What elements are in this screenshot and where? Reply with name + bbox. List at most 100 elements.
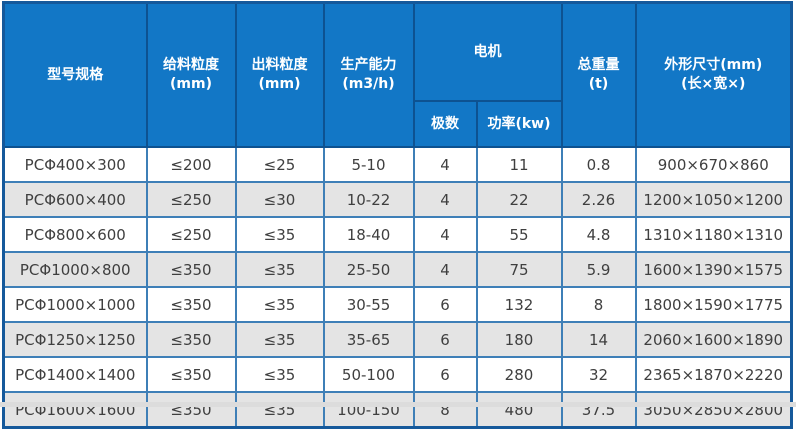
header-poles-label: 极数 [431,115,459,132]
cell-output-size: ≤35 [234,356,325,393]
cell-feed-size: ≤350 [145,391,237,429]
cell-feed-size: ≤350 [145,356,237,393]
cell-model: PCΦ1000×1000 [2,286,148,323]
cell-poles: 4 [412,181,478,218]
cell-feed-size: ≤350 [145,251,237,288]
table-row: PCΦ400×300 ≤200 ≤25 5-10 4 11 0.8 900×67… [2,146,793,183]
header-capacity-unit: (m3/h) [342,76,395,92]
table-row: PCΦ1000×1000 ≤350 ≤35 30-55 6 132 8 1800… [2,286,793,323]
header-power: 功率(kw) [475,100,563,148]
cell-power: 280 [475,356,563,393]
cell-power: 132 [475,286,563,323]
cell-weight: 32 [560,356,637,393]
cell-weight: 5.9 [560,251,637,288]
cell-model: PCΦ800×600 [2,216,148,253]
table-row: PCΦ800×600 ≤250 ≤35 18-40 4 55 4.8 1310×… [2,216,793,253]
cell-capacity: 10-22 [322,181,415,218]
header-output-size: 出料粒度 (mm) [234,1,325,148]
cell-dimensions: 2060×1600×1890 [634,321,793,358]
header-model-label: 型号规格 [47,66,104,83]
cell-capacity: 100-150 [322,391,415,429]
page-bottom-shadow [0,402,796,407]
header-output-size-unit: (mm) [258,76,301,92]
table-row: PCΦ1600×1600 ≤350 ≤35 100-150 8 480 37.5… [2,391,793,429]
cell-poles: 4 [412,146,478,183]
cell-poles: 8 [412,391,478,429]
header-dimensions: 外形尺寸(mm) (长×宽×) [634,1,793,148]
cell-output-size: ≤35 [234,251,325,288]
cell-capacity: 35-65 [322,321,415,358]
cell-capacity: 18-40 [322,216,415,253]
cell-dimensions: 900×670×860 [634,146,793,183]
header-model: 型号规格 [2,1,148,148]
cell-output-size: ≤35 [234,391,325,429]
cell-feed-size: ≤350 [145,321,237,358]
header-poles: 极数 [412,100,478,148]
cell-dimensions: 1800×1590×1775 [634,286,793,323]
cell-power: 55 [475,216,563,253]
cell-power: 11 [475,146,563,183]
cell-power: 75 [475,251,563,288]
header-capacity: 生产能力 (m3/h) [322,1,415,148]
table-body: PCΦ400×300 ≤200 ≤25 5-10 4 11 0.8 900×67… [2,146,793,429]
cell-poles: 6 [412,286,478,323]
cell-capacity: 50-100 [322,356,415,393]
cell-capacity: 5-10 [322,146,415,183]
cell-model: PCΦ1250×1250 [2,321,148,358]
header-dimensions-unit: (长×宽×) [681,76,746,92]
cell-power: 22 [475,181,563,218]
cell-feed-size: ≤200 [145,146,237,183]
header-motor-label: 电机 [473,43,502,60]
cell-model: PCΦ400×300 [2,146,148,183]
header-feed-size-label: 给料粒度 [163,57,219,74]
cell-power: 180 [475,321,563,358]
cell-poles: 6 [412,321,478,358]
cell-weight: 37.5 [560,391,637,429]
cell-poles: 4 [412,216,478,253]
header-weight: 总重量 (t) [560,1,637,148]
header-output-size-label: 出料粒度 [251,57,308,74]
cell-dimensions: 3050×2850×2800 [634,391,793,429]
cell-dimensions: 1200×1050×1200 [634,181,793,218]
header-feed-size-unit: (mm) [170,76,212,92]
table-row: PCΦ600×400 ≤250 ≤30 10-22 4 22 2.26 1200… [2,181,793,218]
cell-capacity: 25-50 [322,251,415,288]
cell-capacity: 30-55 [322,286,415,323]
cell-weight: 0.8 [560,146,637,183]
cell-poles: 4 [412,251,478,288]
header-feed-size: 给料粒度 (mm) [145,1,237,148]
header-weight-unit: (t) [588,76,609,92]
header-motor: 电机 [412,1,563,102]
cell-weight: 8 [560,286,637,323]
cell-weight: 14 [560,321,637,358]
cell-output-size: ≤25 [234,146,325,183]
cell-dimensions: 1310×1180×1310 [634,216,793,253]
cell-output-size: ≤35 [234,321,325,358]
cell-model: PCΦ600×400 [2,181,148,218]
cell-feed-size: ≤250 [145,216,237,253]
cell-power: 480 [475,391,563,429]
cell-feed-size: ≤250 [145,181,237,218]
cell-output-size: ≤35 [234,216,325,253]
cell-weight: 4.8 [560,216,637,253]
header-row-2: 极数 功率(kw) [4,100,792,148]
cell-output-size: ≤35 [234,286,325,323]
header-capacity-label: 生产能力 [340,57,397,74]
table-row: PCΦ1250×1250 ≤350 ≤35 35-65 6 180 14 206… [2,321,793,358]
cell-poles: 6 [412,356,478,393]
header-dimensions-label: 外形尺寸(mm) [664,57,763,74]
cell-model: PCΦ1400×1400 [2,356,148,393]
header-power-label: 功率(kw) [487,115,551,132]
table-row: PCΦ1000×800 ≤350 ≤35 25-50 4 75 5.9 1600… [2,251,793,288]
table-row: PCΦ1400×1400 ≤350 ≤35 50-100 6 280 32 23… [2,356,793,393]
cell-dimensions: 2365×1870×2220 [634,356,793,393]
table-header: 型号规格 给料粒度 (mm) 出料粒度 (mm) 生产能力 (m3/h) 电机 总重量… [2,1,793,148]
cell-model: PCΦ1000×800 [2,251,148,288]
header-weight-label: 总重量 [577,57,620,74]
cell-weight: 2.26 [560,181,637,218]
header-row-1: 型号规格 给料粒度 (mm) 出料粒度 (mm) 生产能力 (m3/h) 电机 总重量… [2,1,793,148]
cell-feed-size: ≤350 [145,286,237,323]
cell-model: PCΦ1600×1600 [2,391,148,429]
